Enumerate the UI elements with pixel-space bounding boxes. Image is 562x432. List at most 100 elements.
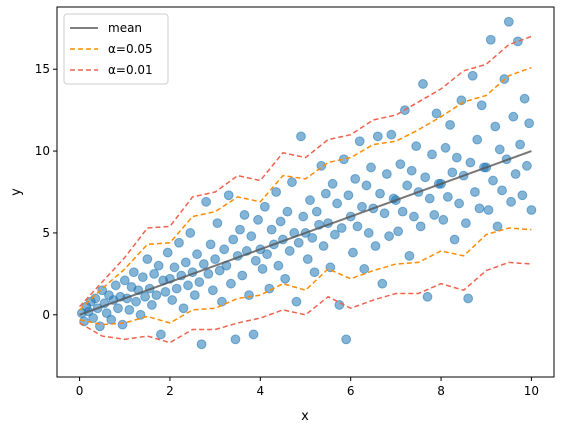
scatter-point [334, 300, 345, 310]
mean-line [79, 150, 532, 316]
axes-frame [56, 6, 555, 378]
scatter-point [153, 260, 164, 271]
y-axis-label: y [9, 188, 24, 196]
x-axis: 0 2 4 6 8 10 [76, 377, 539, 398]
x-axis-label: x [301, 409, 309, 424]
scatter-point [386, 129, 397, 140]
scatter-point [503, 16, 514, 27]
scatter-point [427, 149, 437, 160]
scatter-point [497, 185, 507, 196]
scatter-point [451, 152, 462, 163]
x-tick-label: 2 [166, 384, 174, 398]
y-tick-label: 0 [42, 308, 50, 322]
scatter-point [307, 232, 318, 243]
scatter-point [445, 119, 455, 130]
scatter-point [273, 260, 284, 271]
scatter-point [250, 255, 261, 266]
scatter-point [424, 193, 435, 204]
scatter-point [167, 295, 178, 305]
scatter-point [293, 237, 304, 248]
scatter-point [409, 211, 419, 222]
scatter-point [524, 118, 535, 129]
scatter-point [494, 144, 505, 155]
scatter-point [180, 257, 191, 268]
scatter-point [418, 79, 428, 89]
scatter-point [526, 205, 537, 215]
scatter-point [113, 303, 123, 314]
scatter-point [377, 278, 388, 289]
scatter-point [472, 134, 483, 145]
scatter-point [470, 187, 480, 197]
scatter-point [237, 270, 248, 281]
scatter-point [515, 139, 526, 150]
scatter-point [97, 285, 108, 296]
scatter-point [465, 157, 476, 168]
scatter-point [404, 250, 415, 261]
scatter-point [287, 177, 297, 188]
scatter-point [259, 201, 270, 212]
scatter-point [140, 291, 151, 302]
scatter-point [463, 293, 474, 304]
scatter-point [246, 231, 257, 242]
scatter-point [228, 234, 239, 245]
scatter-point [341, 334, 352, 345]
scatter-point [492, 221, 503, 232]
scatter-point [282, 206, 293, 217]
scatter-point [517, 190, 528, 201]
scatter-point [146, 300, 157, 310]
scatter-point [361, 180, 372, 191]
scatter-point [431, 108, 442, 119]
scatter-point [189, 290, 200, 301]
scatter-point [223, 190, 234, 201]
scatter-point [352, 221, 363, 232]
scatter-point [370, 241, 381, 251]
x-tick-label: 6 [347, 384, 355, 398]
alpha-001-upper-line [79, 35, 532, 308]
scatter-point [217, 296, 227, 307]
scatter-point [203, 268, 214, 279]
scatter-point [156, 329, 166, 340]
scatter-point [110, 280, 121, 291]
scatter-point [420, 172, 431, 183]
scatter-point [311, 206, 322, 217]
x-tick-label: 8 [437, 384, 445, 398]
scatter-point [375, 188, 385, 199]
scatter-point [357, 201, 367, 212]
scatter-point [201, 196, 212, 207]
scatter-point [271, 187, 282, 197]
scatter-point [169, 262, 180, 273]
scatter-point [151, 290, 162, 301]
scatter-point [309, 267, 320, 278]
x-tick-label: 10 [524, 384, 539, 398]
legend: mean α=0.05 α=0.01 [63, 13, 169, 85]
scatter-point [257, 264, 268, 274]
scatter-point [210, 254, 221, 265]
scatter-point [219, 244, 230, 255]
scatter-point [348, 247, 358, 258]
scatter-point [406, 165, 417, 176]
scatter-point [393, 226, 404, 237]
scatter-point [449, 234, 460, 245]
scatter-point [402, 180, 413, 191]
scatter-point [327, 178, 338, 189]
scatter-point [354, 136, 365, 147]
scatter-point [490, 121, 501, 132]
scatter-point [488, 175, 498, 186]
scatter-point [239, 210, 250, 220]
scatter-point [366, 162, 376, 173]
y-tick-label: 15 [35, 62, 50, 76]
scatter-point [162, 247, 173, 258]
legend-label: α=0.05 [108, 42, 153, 56]
plot-area [76, 16, 537, 350]
scatter-point [429, 210, 440, 220]
y-axis: 0 5 10 15 [35, 62, 57, 322]
scatter-point [171, 283, 182, 294]
scatter-point [474, 203, 485, 214]
scatter-point [185, 228, 196, 238]
legend-label: α=0.01 [108, 63, 153, 77]
scatter-point [266, 224, 277, 235]
scatter-point [160, 286, 171, 297]
scatter-point [183, 280, 193, 291]
scatter-point [291, 296, 302, 307]
scatter-point [381, 169, 392, 179]
